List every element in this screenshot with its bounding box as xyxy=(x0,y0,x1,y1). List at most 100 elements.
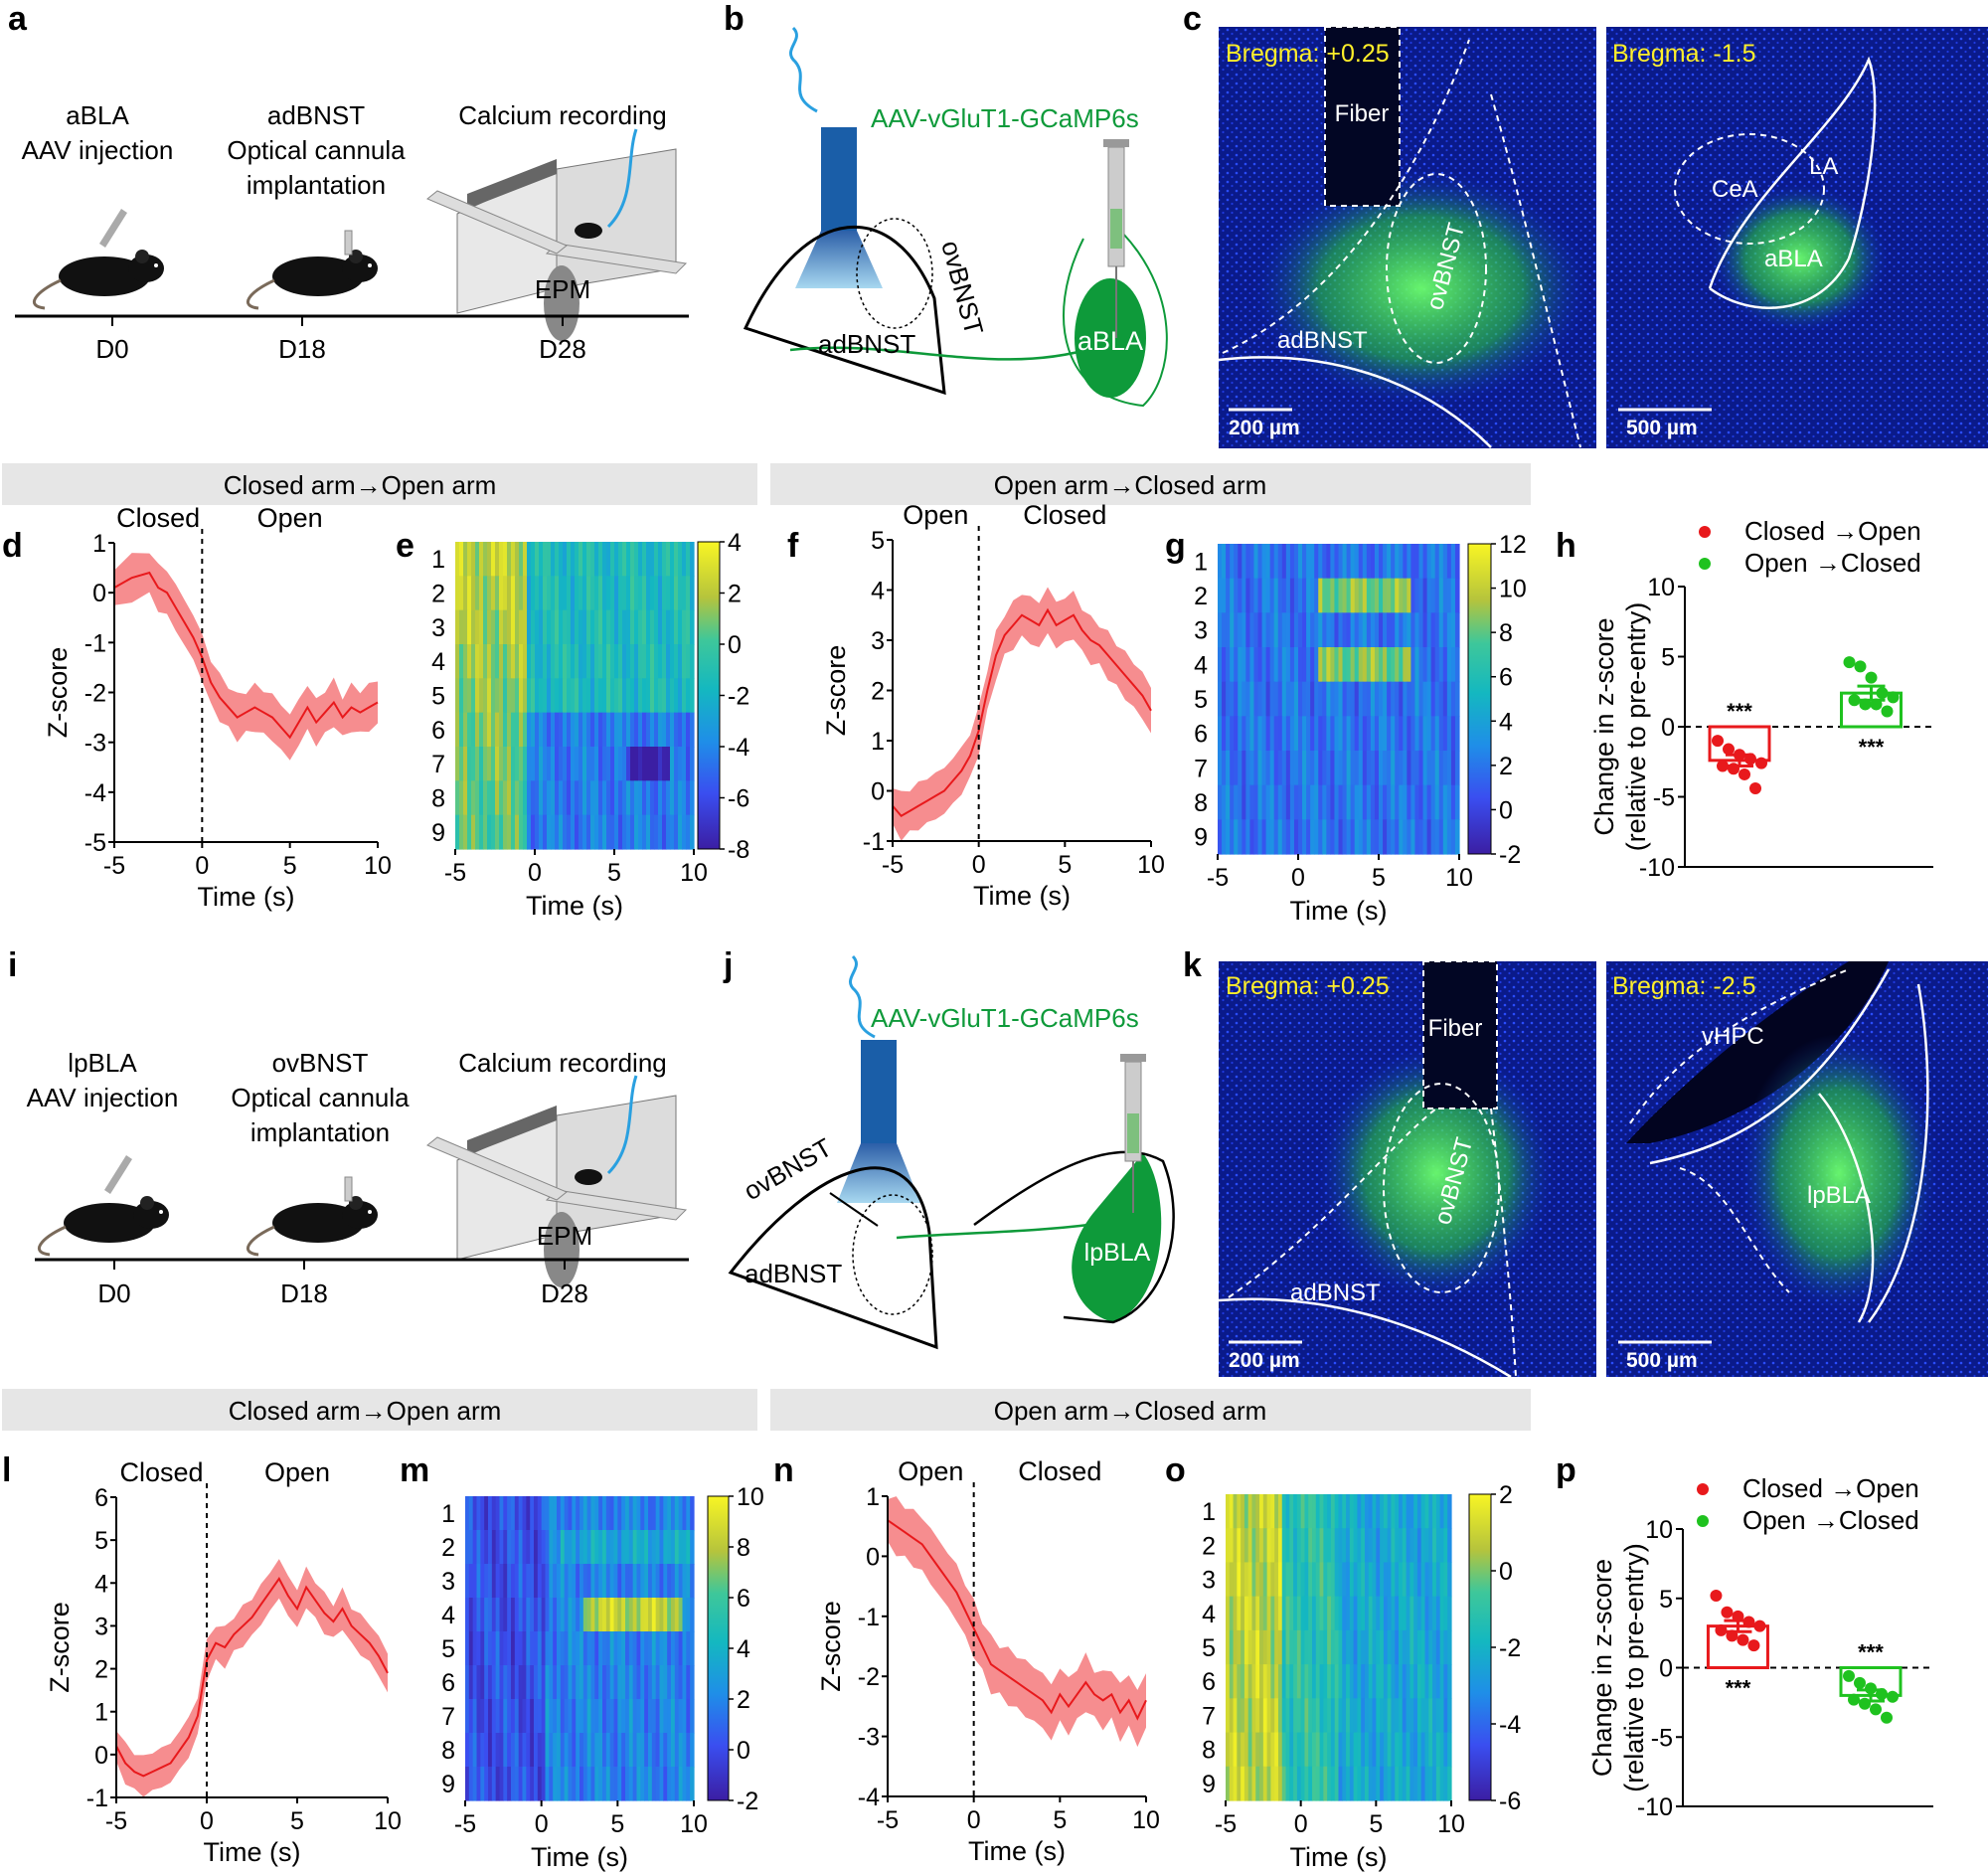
heatmap-cell xyxy=(671,1699,676,1734)
heatmap-cell xyxy=(515,678,520,714)
heatmap-cell xyxy=(1409,1528,1414,1564)
heatmap-cell xyxy=(1376,1528,1381,1564)
heatmap-cell xyxy=(1438,681,1444,717)
heatmap-cell xyxy=(651,1631,657,1666)
heatmap-cell xyxy=(1424,1766,1429,1801)
heatmap-cell xyxy=(463,712,468,748)
heatmap-cell xyxy=(1330,1664,1336,1699)
heatmap-cell xyxy=(1243,1698,1249,1734)
heatmap-cell xyxy=(1253,751,1259,786)
heatmap-cell xyxy=(527,644,532,679)
ovbnst-outline xyxy=(856,218,933,329)
heatmap-cell xyxy=(586,1598,592,1632)
heatmap-cell xyxy=(563,609,568,645)
heatmap-cell xyxy=(547,609,552,645)
heatmap-cell xyxy=(1447,1732,1452,1768)
heatmap-cell xyxy=(636,1530,641,1565)
x-tick-label: -5 xyxy=(1215,1810,1237,1838)
heatmap-cell xyxy=(551,678,556,714)
heatmap-cell xyxy=(1395,544,1400,580)
heatmap-cell xyxy=(674,1699,680,1734)
heatmap-cell xyxy=(618,576,623,611)
heatmap-cell xyxy=(1222,544,1227,580)
heatmap-cell xyxy=(590,1598,595,1632)
syringe-icon xyxy=(99,209,127,248)
significance-stars: *** xyxy=(1726,1676,1751,1701)
heatmap-cell xyxy=(1399,1596,1404,1631)
heatmap-cell xyxy=(468,1496,474,1531)
heatmap-cell xyxy=(567,542,572,577)
banners-row-1: Closed arm→Open arm Open arm→Closed arm xyxy=(2,463,1531,505)
data-point xyxy=(1843,1669,1855,1682)
heatmap-cell xyxy=(686,712,691,748)
heatmap-cell xyxy=(674,780,679,816)
step2-line2: Optical cannula xyxy=(231,1083,410,1112)
heatmap-cell xyxy=(1395,784,1400,820)
heatmap-cell xyxy=(1368,1766,1374,1801)
heatmap-cell xyxy=(590,1496,595,1531)
heatmap-cell xyxy=(1454,544,1460,580)
heatmap-cell xyxy=(1241,1528,1245,1564)
heatmap-cell xyxy=(590,712,595,748)
heatmap-cell xyxy=(1218,612,1223,648)
heatmap-cell xyxy=(1243,1766,1249,1801)
heatmap-cell xyxy=(650,644,655,679)
heatmap-cell xyxy=(1350,612,1356,648)
heatmap-cell xyxy=(621,1699,626,1734)
heatmap-cell xyxy=(1443,1766,1448,1801)
x-tick-label: 5 xyxy=(610,1810,624,1838)
heatmap-cell xyxy=(1289,578,1295,613)
heatmap-cell xyxy=(1350,819,1356,855)
heatmap-cell xyxy=(568,1665,573,1700)
heatmap-cell xyxy=(674,542,679,577)
heatmap-cell xyxy=(1281,1732,1287,1768)
heatmap-cell xyxy=(582,747,587,781)
heatmap-cell xyxy=(1306,612,1311,648)
heatmap-cell xyxy=(1443,1664,1448,1699)
heatmap-cell xyxy=(1362,751,1368,786)
heatmap-cell xyxy=(1383,819,1388,855)
heatmap-cell xyxy=(547,542,552,577)
heatmap-cell xyxy=(468,1631,474,1666)
heatmap-cell xyxy=(1322,784,1327,820)
heatmap-cell xyxy=(523,814,528,850)
heatmap-cell xyxy=(1300,1629,1306,1665)
y-tick-label: -5 xyxy=(1653,784,1675,812)
heatmap-cell xyxy=(1399,1732,1404,1768)
heatmap-cell xyxy=(487,814,492,850)
heatmap-cell xyxy=(678,1699,684,1734)
heatmap-cell xyxy=(1342,784,1348,820)
heatmap-cell xyxy=(471,814,476,850)
heatmap-cell xyxy=(511,1530,516,1565)
heatmap-cell xyxy=(1418,819,1424,855)
heatmap-cell xyxy=(549,1665,554,1700)
heatmap-cell xyxy=(658,678,663,714)
heatmap-cell xyxy=(1416,1562,1422,1598)
heatmap-cell xyxy=(1259,1732,1264,1768)
heatmap-cell xyxy=(1266,1732,1271,1768)
heatmap-cell xyxy=(1230,612,1235,648)
row-label: 7 xyxy=(431,751,445,778)
heatmap-cell xyxy=(1349,1528,1355,1564)
heatmap-cell xyxy=(618,712,623,748)
heatmap-cell xyxy=(1426,751,1432,786)
heatmap-cell xyxy=(582,1733,588,1768)
heatmap-cell xyxy=(1434,612,1440,648)
mean-trace xyxy=(892,607,1152,818)
heatmap-cell xyxy=(459,542,464,577)
heatmap-cell xyxy=(1262,1766,1268,1801)
heatmap-cell xyxy=(646,712,651,748)
heatmap-cell xyxy=(658,780,663,816)
heatmap-cell xyxy=(1370,716,1376,752)
heatmap-cell xyxy=(1442,751,1448,786)
heatmap-cell xyxy=(1395,819,1400,855)
heatmap-cell xyxy=(586,678,591,714)
heatmap-cell xyxy=(682,678,687,714)
heatmap-cell xyxy=(690,1767,695,1801)
heatmap-cell xyxy=(632,1733,638,1768)
heatmap-cell xyxy=(646,780,651,816)
heatmap-cell xyxy=(586,1733,592,1768)
heatmap-cell xyxy=(567,678,572,714)
heatmap-cell xyxy=(594,814,599,850)
heatmap-cell xyxy=(1218,784,1223,820)
